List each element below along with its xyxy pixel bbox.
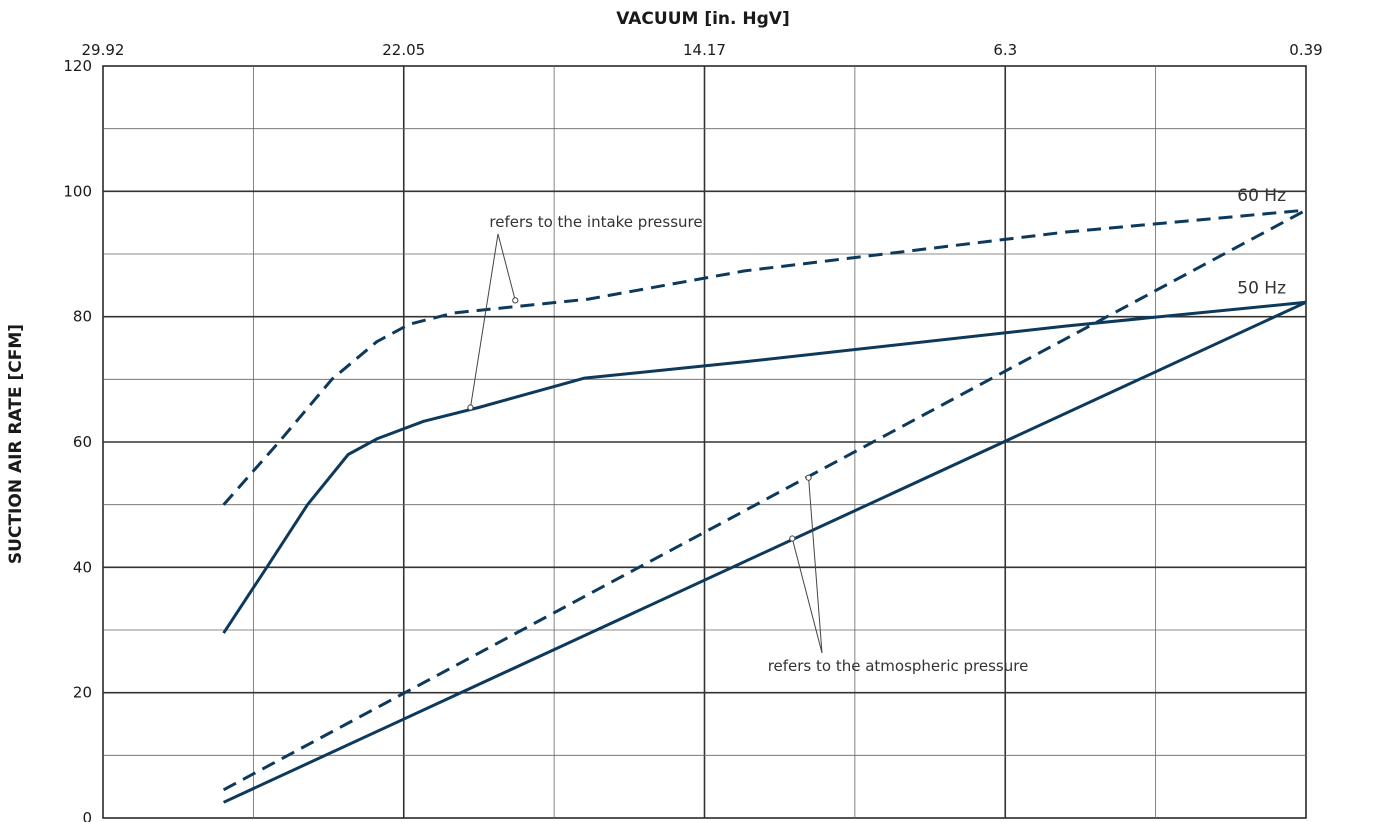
- y-tick-label: 120: [63, 57, 92, 75]
- series-label: 60 Hz: [1237, 186, 1286, 206]
- series-label: 50 Hz: [1237, 278, 1286, 298]
- series-line-50-hz-intake: [222, 300, 1307, 634]
- series-line-50-hz-atmospheric: [222, 300, 1307, 804]
- annotation-leader-line: [469, 233, 499, 408]
- chart-grid: [102, 65, 1307, 819]
- y-tick-label: 20: [73, 684, 92, 702]
- y-tick-label: 60: [73, 433, 92, 451]
- y-tick-label: 0: [82, 809, 92, 822]
- chart-labels: 29.92 22.05 14.17 6.3 0.39 0 20 40 60 80 100 120 60 …: [63, 41, 1322, 822]
- annotation-pointer-dot: [805, 474, 812, 481]
- x-tick-label: 22.05: [382, 41, 425, 59]
- chart-annotations: refers to the intake pressure refers to t…: [467, 213, 1029, 675]
- y-tick-label: 100: [63, 182, 92, 200]
- y-tick-label: 40: [73, 558, 92, 576]
- annotation-text: refers to the atmospheric pressure: [768, 657, 1029, 675]
- annotation-leader-line: [497, 233, 516, 301]
- x-tick-label: 29.92: [82, 41, 125, 59]
- y-tick-label: 80: [73, 308, 92, 326]
- annotation-leader-line: [791, 538, 823, 654]
- x-tick-label: 6.3: [993, 41, 1017, 59]
- x-axis-title: VACUUM [in. HgV]: [616, 9, 789, 29]
- annotation-pointer-dot: [512, 297, 519, 304]
- annotation-pointer-dot: [789, 535, 796, 542]
- annotation-pointer-dot: [467, 404, 474, 411]
- x-tick-label: 0.39: [1289, 41, 1322, 59]
- series-line-60-hz-atmospheric: [222, 208, 1307, 792]
- x-tick-label: 14.17: [683, 41, 726, 59]
- chart-series: [222, 208, 1307, 804]
- y-axis-title: SUCTION AIR RATE [CFM]: [6, 324, 26, 564]
- annotation-text: refers to the intake pressure: [489, 213, 702, 231]
- annotation-leader-line: [808, 477, 823, 654]
